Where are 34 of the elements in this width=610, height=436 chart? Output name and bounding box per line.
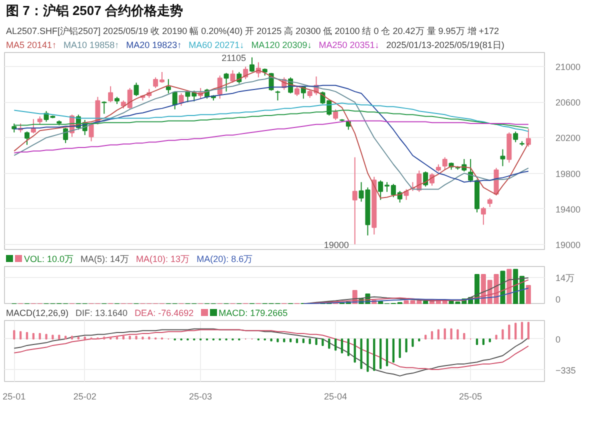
y-tick-label: 14万 <box>556 272 575 283</box>
y-tick-label: 21000 <box>556 62 581 72</box>
x-tick-label: 25-01 <box>2 392 26 402</box>
chart-title: MACD(12,26,9) <box>6 308 69 318</box>
text: MA250 20351↓ <box>318 40 380 50</box>
annotation: 19000 <box>324 240 349 250</box>
y-tick-label: 20600 <box>556 98 581 108</box>
x-tick-label: 25-05 <box>459 392 482 402</box>
text: MA(20): 8.6万 <box>196 254 253 264</box>
text: MA20 19823↑ <box>126 40 182 50</box>
text: MA120 20309↓ <box>251 40 312 50</box>
annotation: 21105 <box>222 52 246 63</box>
text: MA(5): 14万 <box>80 254 130 264</box>
y-tick-label: 20200 <box>556 133 581 144</box>
text: MA60 20271↓ <box>188 40 244 50</box>
x-tick-label: 25-03 <box>189 392 212 402</box>
series-label: DEA: -76.4692 <box>134 308 194 318</box>
text: AL2507.SHF[沪铝2507] 2025/05/19 收 20190 幅 0.20%(40) 开 20125 高 20300 低 20100 结 0 仓 20.42万 量 9.95万 增 +172 <box>6 26 500 36</box>
y-tick-label: −335 <box>556 365 576 376</box>
chart-title: 图 7：沪铝 2507 合约价格走势 <box>6 3 183 18</box>
text: 2025/01/13-2025/05/19(81日) <box>386 40 504 50</box>
legend-label: MACD: 179.2665 <box>218 308 288 318</box>
text: MA(10): 13万 <box>136 254 190 264</box>
x-tick-label: 25-02 <box>73 392 96 402</box>
text: MA10 19858↑ <box>64 40 120 50</box>
text: MA5 20141↑ <box>6 40 57 50</box>
legend-label: VOL: 10.0万 <box>24 254 74 264</box>
y-tick-label: 0 <box>556 334 561 344</box>
y-tick-label: 19800 <box>556 168 581 179</box>
y-tick-label: 19400 <box>556 204 581 214</box>
series-label: DIF: 13.1640 <box>76 308 128 318</box>
y-tick-label: 0 <box>556 294 561 304</box>
y-tick-label: 19000 <box>556 240 581 250</box>
x-tick-label: 25-04 <box>324 392 348 402</box>
